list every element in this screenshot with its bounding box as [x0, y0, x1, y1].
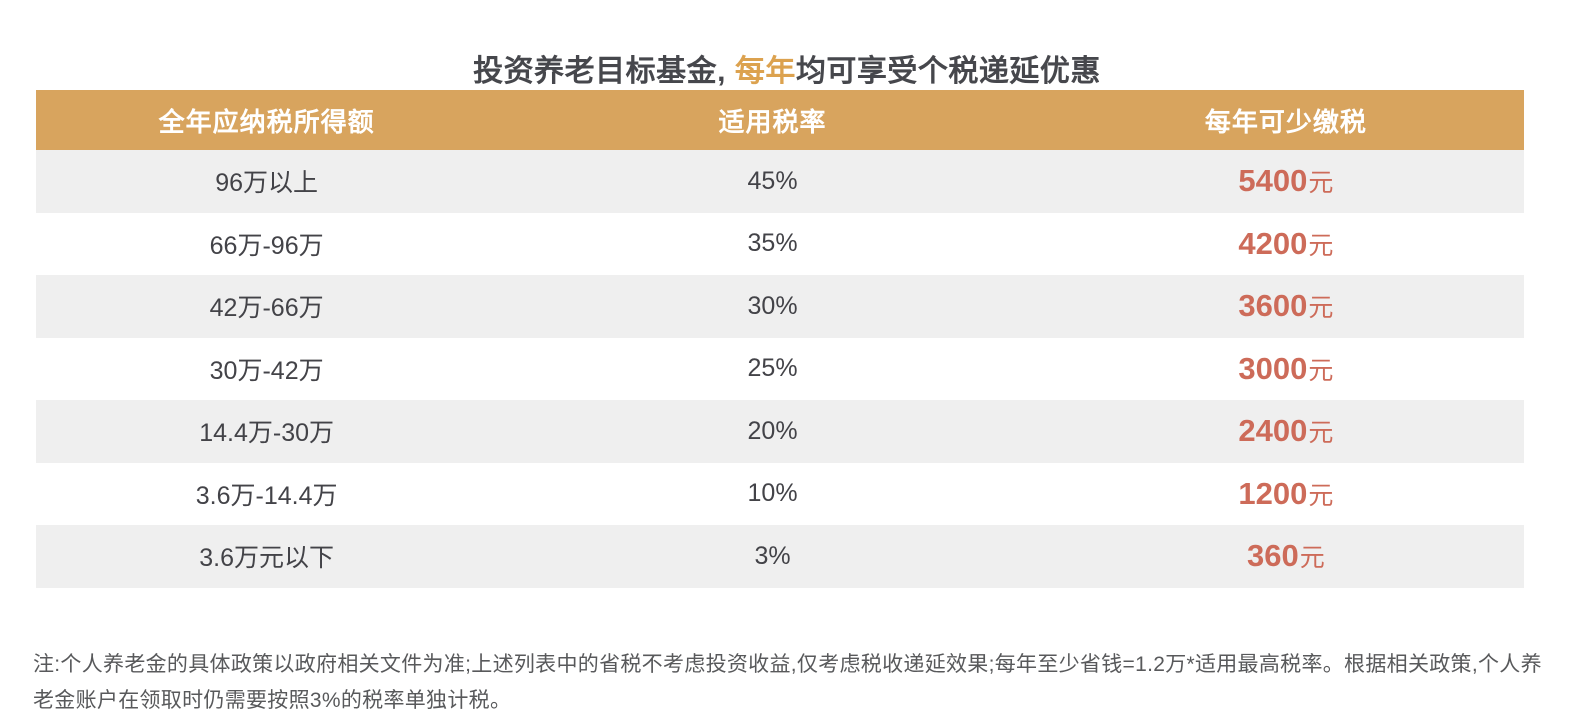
annual-saving-cell: 5400 元 — [1048, 150, 1524, 213]
saving-unit: 元 — [1299, 544, 1325, 573]
table-body: 96万以上 45% 5400 元 66万-96万 35% 4200 元 42万-66万 30% 36… — [36, 150, 1524, 588]
title-prefix: 投资养老目标基金, — [473, 55, 735, 89]
page-title: 投资养老目标基金, 每年均可享受个税递延优惠 — [0, 46, 1574, 90]
annual-saving-cell: 4200 元 — [1048, 213, 1524, 276]
tax-rate-cell: 10% — [747, 479, 798, 508]
income-bracket-cell: 30万-42万 — [209, 356, 324, 385]
saving-unit: 元 — [1308, 231, 1334, 260]
table-row: 3.6万-14.4万 10% 1200 元 — [36, 462, 1524, 526]
saving-amount: 360 — [1247, 538, 1299, 574]
tax-rate-cell: 30% — [747, 291, 798, 320]
tax-savings-table: 全年应纳税所得额 适用税率 每年可少缴税 96万以上 45% 5400 元 66万-96… — [36, 90, 1524, 588]
saving-unit: 元 — [1308, 294, 1334, 323]
income-bracket-cell: 14.4万-30万 — [199, 419, 335, 448]
column-header-annual-saving: 每年可少缴税 — [1204, 106, 1367, 137]
table-row: 30万-42万 25% 3000 元 — [36, 337, 1524, 401]
table-row: 66万-96万 35% 4200 元 — [36, 212, 1524, 276]
saving-amount: 4200 — [1238, 225, 1308, 261]
income-bracket-cell: 66万-96万 — [209, 231, 324, 260]
column-header-tax-rate: 适用税率 — [718, 106, 827, 137]
tax-rate-cell: 20% — [747, 416, 798, 445]
saving-unit: 元 — [1308, 481, 1334, 510]
footnote: 注:个人养老金的具体政策以政府相关文件为准;上述列表中的省税不考虑投资收益,仅考… — [33, 653, 1542, 712]
income-bracket-cell: 42万-66万 — [209, 294, 324, 323]
saving-amount: 1200 — [1238, 475, 1308, 511]
saving-unit: 元 — [1308, 356, 1334, 385]
saving-unit: 元 — [1308, 169, 1334, 198]
saving-unit: 元 — [1308, 419, 1334, 448]
column-header-taxable-income: 全年应纳税所得额 — [158, 106, 375, 137]
income-bracket-cell: 3.6万-14.4万 — [195, 481, 338, 510]
income-bracket-cell: 3.6万元以下 — [199, 544, 335, 573]
tax-rate-cell: 25% — [747, 354, 798, 383]
saving-amount: 2400 — [1238, 413, 1308, 449]
table-row: 14.4万-30万 20% 2400 元 — [36, 400, 1524, 463]
saving-amount: 3600 — [1238, 288, 1308, 324]
table-row: 96万以上 45% 5400 元 — [36, 150, 1524, 213]
title-highlight: 每年 — [734, 55, 796, 89]
tax-rate-cell: 3% — [754, 541, 791, 570]
tax-rate-cell: 35% — [747, 229, 798, 258]
saving-amount: 3000 — [1238, 350, 1308, 386]
annual-saving-cell: 2400 元 — [1048, 400, 1524, 463]
title-suffix: 均可享受个税递延优惠 — [795, 55, 1101, 89]
annual-saving-cell: 360 元 — [1048, 525, 1524, 588]
table-row: 3.6万元以下 3% 360 元 — [36, 525, 1524, 588]
annual-saving-cell: 3600 元 — [1048, 275, 1524, 338]
income-bracket-cell: 96万以上 — [215, 169, 319, 198]
tax-rate-cell: 45% — [747, 166, 798, 195]
saving-amount: 5400 — [1238, 163, 1308, 199]
table-header-row: 全年应纳税所得额 适用税率 每年可少缴税 — [36, 90, 1524, 150]
annual-saving-cell: 1200 元 — [1048, 463, 1524, 526]
table-row: 42万-66万 30% 3600 元 — [36, 275, 1524, 338]
annual-saving-cell: 3000 元 — [1048, 338, 1524, 401]
